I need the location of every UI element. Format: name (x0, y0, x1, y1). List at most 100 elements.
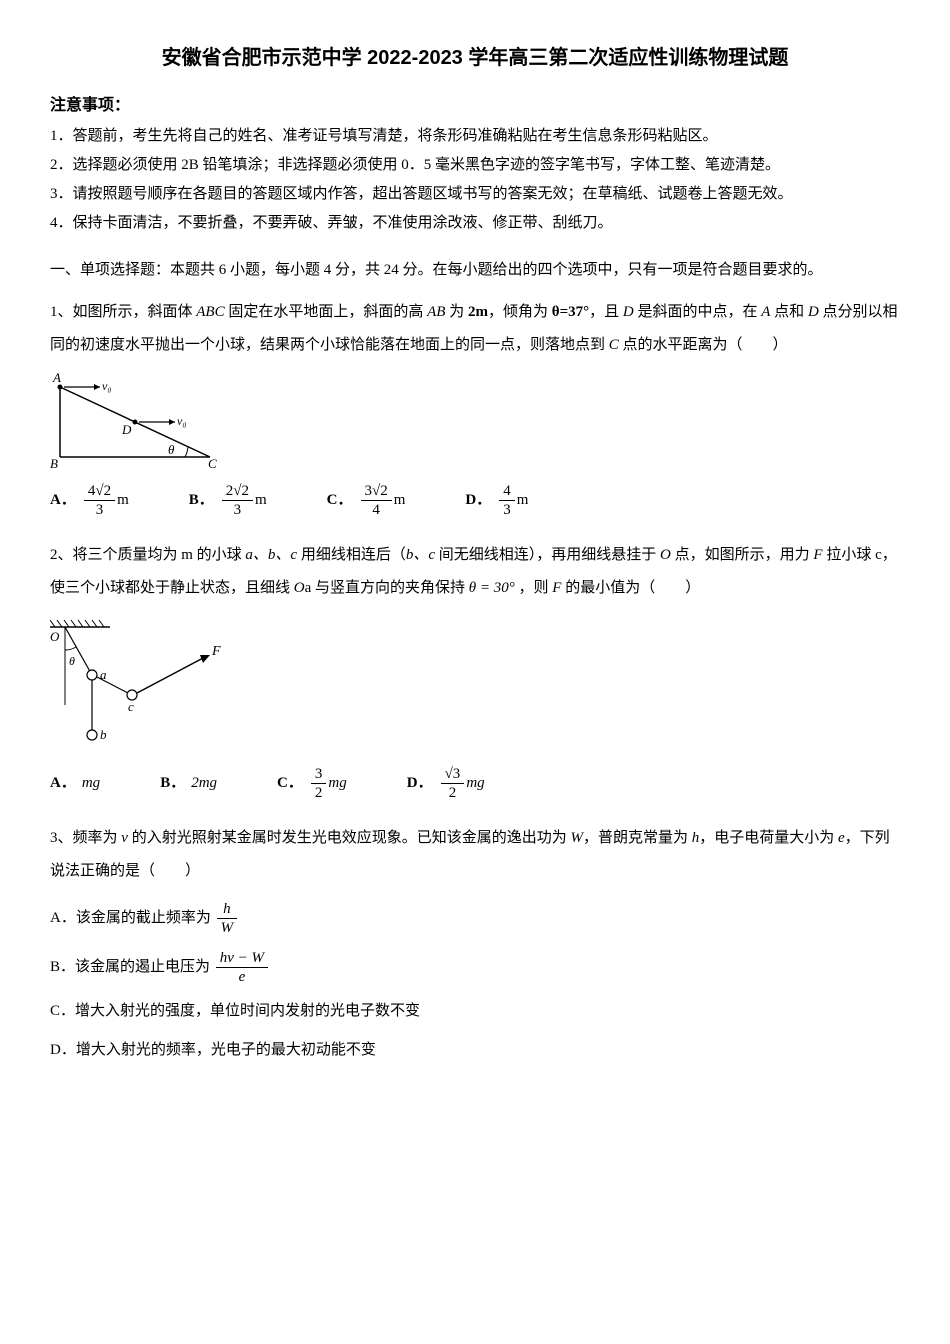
q1-text: 固定在水平地面上，斜面的高 (225, 304, 428, 320)
q2-O: O (660, 547, 671, 563)
fig2-c: c (128, 699, 134, 714)
q3-option-b: B．该金属的遏止电压为 hν − W e (50, 949, 900, 986)
notice-item: 1．答题前，考生先将自己的姓名、准考证号填写清楚，将条形码准确粘贴在考生信息条形… (50, 123, 900, 150)
question-3: 3、频率为 ν 的入射光照射某金属时发生光电效应现象。已知该金属的逸出功为 W，… (50, 822, 900, 888)
frac-den: 2 (441, 784, 465, 802)
q2d-tail: mg (466, 770, 484, 797)
q1-option-d: D． 4 3 m (465, 482, 528, 519)
q2b-val: 2mg (191, 770, 217, 797)
fig-D: D (121, 422, 132, 437)
frac-num: 4√2 (84, 482, 115, 501)
q1-option-b: B． 2√2 3 m (189, 482, 267, 519)
fraction: hν − W e (216, 949, 268, 986)
fig-A: A (52, 372, 61, 385)
frac-den: 3 (499, 501, 515, 519)
q3-option-d: D．增大入射光的频率，光电子的最大初动能不变 (50, 1037, 900, 1064)
fig-C: C (208, 456, 217, 471)
q1-text: 1、如图所示，斜面体 (50, 304, 196, 320)
fig-v0-1: v₀ (102, 379, 112, 393)
q3-e: e (838, 830, 845, 846)
exam-title: 安徽省合肥市示范中学 2022-2023 学年高三第二次适应性训练物理试题 (50, 40, 900, 76)
section-intro: 一、单项选择题：本题共 6 小题，每小题 4 分，共 24 分。在每小题给出的四… (50, 257, 900, 284)
q1-text: ，倾角为 (488, 304, 552, 320)
fraction: 3 2 (311, 765, 327, 802)
unit: m (394, 487, 406, 514)
q1-text: 点和 (770, 304, 808, 320)
q2-bc: b、c (406, 547, 435, 563)
q1-figure: θ A v₀ D v₀ B C (50, 372, 900, 472)
option-label: C． (277, 770, 303, 797)
option-label: A． (50, 487, 76, 514)
unit: m (117, 487, 129, 514)
question-2: 2、将三个质量均为 m 的小球 a、b、c 用细线相连后（b、c 间无细线相连）… (50, 539, 900, 605)
option-label: D． (407, 770, 433, 797)
notice-item: 2．选择题必须使用 2B 铅笔填涂；非选择题必须使用 0．5 毫米黑色字迹的签字… (50, 152, 900, 179)
q2-option-d: D． √3 2 mg (407, 765, 485, 802)
q2-Oa: O (294, 580, 305, 596)
q2-text: 2、将三个质量均为 m 的小球 (50, 547, 245, 563)
q1-option-a: A． 4√2 3 m (50, 482, 129, 519)
q2-text: 用细线相连后（ (297, 547, 406, 563)
q1-option-c: C． 3√2 4 m (327, 482, 406, 519)
q1-theta: θ=37° (552, 304, 589, 320)
q2-text: ，则 (515, 580, 553, 596)
notice-header: 注意事项： (50, 92, 900, 121)
frac-den: e (216, 968, 268, 986)
q2-option-a: A． mg (50, 770, 100, 797)
fig-B: B (50, 456, 58, 471)
fraction: 2√2 3 (222, 482, 253, 519)
unit: m (255, 487, 267, 514)
frac-den: 3 (84, 501, 115, 519)
q2c-tail: mg (328, 770, 346, 797)
fig2-theta: θ (69, 654, 75, 668)
fraction: 4 3 (499, 482, 515, 519)
notice-item: 3．请按照题号顺序在各题目的答题区域内作答，超出答题区域书写的答案无效；在草稿纸… (50, 181, 900, 208)
q2-text: a 与竖直方向的夹角保持 (305, 580, 469, 596)
q1-ab: AB (427, 304, 445, 320)
option-label: A． (50, 770, 76, 797)
q1-D: D (623, 304, 634, 320)
fig-v0-2: v₀ (177, 414, 187, 428)
q3-option-c: C．增大入射光的强度，单位时间内发射的光电子数不变 (50, 998, 900, 1025)
q1-text: 为 (445, 304, 468, 320)
fraction: 4√2 3 (84, 482, 115, 519)
q3-text: ，电子电荷量大小为 (699, 830, 838, 846)
q2-option-b: B． 2mg (160, 770, 217, 797)
q2-text: 的最小值为（ ） (561, 580, 700, 596)
q2-option-c: C． 3 2 mg (277, 765, 347, 802)
frac-den: 2 (311, 784, 327, 802)
fig2-O: O (50, 629, 60, 644)
option-label: D． (465, 487, 491, 514)
q3b-pre: B．该金属的遏止电压为 (50, 959, 214, 975)
q3-text: ，普朗克常量为 (583, 830, 692, 846)
frac-den: W (217, 919, 238, 937)
frac-num: 4 (499, 482, 515, 501)
q1-abc: ABC (196, 304, 224, 320)
q2-options: A． mg B． 2mg C． 3 2 mg D． √3 2 mg (50, 765, 900, 802)
notice-item: 4．保持卡面清洁，不要折叠，不要弄破、弄皱，不准使用涂改液、修正带、刮纸刀。 (50, 210, 900, 237)
q1-C: C (609, 337, 619, 353)
frac-num: hν − W (216, 949, 268, 968)
q2-F: F (813, 547, 822, 563)
fig2-b: b (100, 727, 107, 742)
q2-figure: O θ a b c F (50, 615, 900, 755)
q2-text: 点，如图所示，用力 (671, 547, 814, 563)
option-label: B． (160, 770, 185, 797)
option-label: C． (327, 487, 353, 514)
frac-den: 3 (222, 501, 253, 519)
q1-options: A． 4√2 3 m B． 2√2 3 m C． 3√2 4 m D． 4 3 … (50, 482, 900, 519)
q3-text: 3、频率为 (50, 830, 121, 846)
fraction: 3√2 4 (361, 482, 392, 519)
q3-option-a: A．该金属的截止频率为 h W (50, 900, 900, 937)
frac-num: 3 (311, 765, 327, 784)
frac-num: √3 (441, 765, 465, 784)
q3-text: 的入射光照射某金属时发生光电效应现象。已知该金属的逸出功为 (128, 830, 571, 846)
fraction: √3 2 (441, 765, 465, 802)
q1-text: ，且 (589, 304, 623, 320)
frac-den: 4 (361, 501, 392, 519)
frac-num: h (217, 900, 238, 919)
fig2-F: F (211, 644, 221, 659)
question-1: 1、如图所示，斜面体 ABC 固定在水平地面上，斜面的高 AB 为 2m，倾角为… (50, 296, 900, 362)
fig-theta-label: θ (168, 442, 175, 457)
q3-nu: ν (121, 830, 128, 846)
